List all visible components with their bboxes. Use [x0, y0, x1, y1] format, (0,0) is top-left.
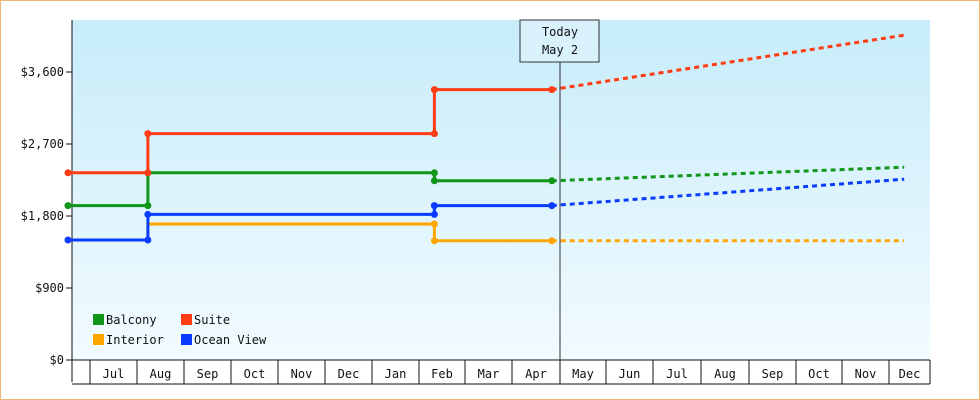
y-tick-label: $900 — [35, 281, 64, 295]
month-label: Mar — [478, 367, 500, 381]
month-label: Nov — [291, 367, 313, 381]
legend-label: Balcony — [106, 313, 157, 327]
month-label: Sep — [762, 367, 784, 381]
series-point — [144, 202, 152, 210]
month-label: Aug — [150, 367, 172, 381]
month-label: Jan — [385, 367, 407, 381]
series-point — [430, 130, 438, 138]
today-label: Today — [542, 25, 578, 39]
today-date: May 2 — [542, 43, 578, 57]
y-tick-label: $1,800 — [21, 209, 64, 223]
series-line-forecast — [551, 165, 905, 183]
series-point — [548, 202, 556, 210]
month-label: Jul — [666, 367, 688, 381]
series-point — [430, 237, 438, 245]
legend-label: Ocean View — [194, 333, 267, 347]
month-label: Dec — [899, 367, 921, 381]
series-line-actual — [68, 171, 552, 208]
month-label: May — [572, 367, 594, 381]
series-point — [430, 169, 438, 177]
month-label: Jul — [103, 367, 125, 381]
series-point — [548, 237, 556, 245]
month-label: Apr — [525, 367, 547, 381]
series-point — [430, 220, 438, 228]
legend-label: Interior — [106, 333, 164, 347]
series-point — [430, 86, 438, 94]
legend-label: Suite — [194, 313, 230, 327]
series-point — [430, 202, 438, 210]
month-label: Oct — [808, 367, 830, 381]
y-tick-label: $0 — [50, 353, 64, 367]
legend-swatch — [93, 314, 104, 325]
series-point — [64, 202, 72, 210]
legend-swatch — [181, 314, 192, 325]
month-label: Oct — [244, 367, 266, 381]
plot-background — [72, 20, 930, 360]
series-point — [144, 210, 152, 218]
month-label: Nov — [855, 367, 877, 381]
month-label: Jun — [619, 367, 641, 381]
y-tick-label: $2,700 — [21, 137, 64, 151]
series-point — [430, 177, 438, 185]
series-point — [64, 236, 72, 244]
series-point — [64, 169, 72, 177]
month-label: Dec — [338, 367, 360, 381]
series-point — [548, 177, 556, 185]
series-line-actual — [68, 204, 552, 242]
y-tick-label: $3,600 — [21, 65, 64, 79]
month-label: Feb — [431, 367, 453, 381]
series-point — [430, 210, 438, 218]
series-line-forecast — [551, 177, 905, 208]
series-point — [144, 169, 152, 177]
series-point — [144, 130, 152, 138]
series-line-actual — [68, 88, 552, 175]
series-point — [144, 236, 152, 244]
legend-swatch — [93, 334, 104, 345]
month-label: Aug — [714, 367, 736, 381]
today-box — [519, 19, 600, 63]
series-line-forecast — [551, 33, 905, 92]
series-point — [548, 86, 556, 94]
legend-swatch — [181, 334, 192, 345]
month-label: Sep — [197, 367, 219, 381]
